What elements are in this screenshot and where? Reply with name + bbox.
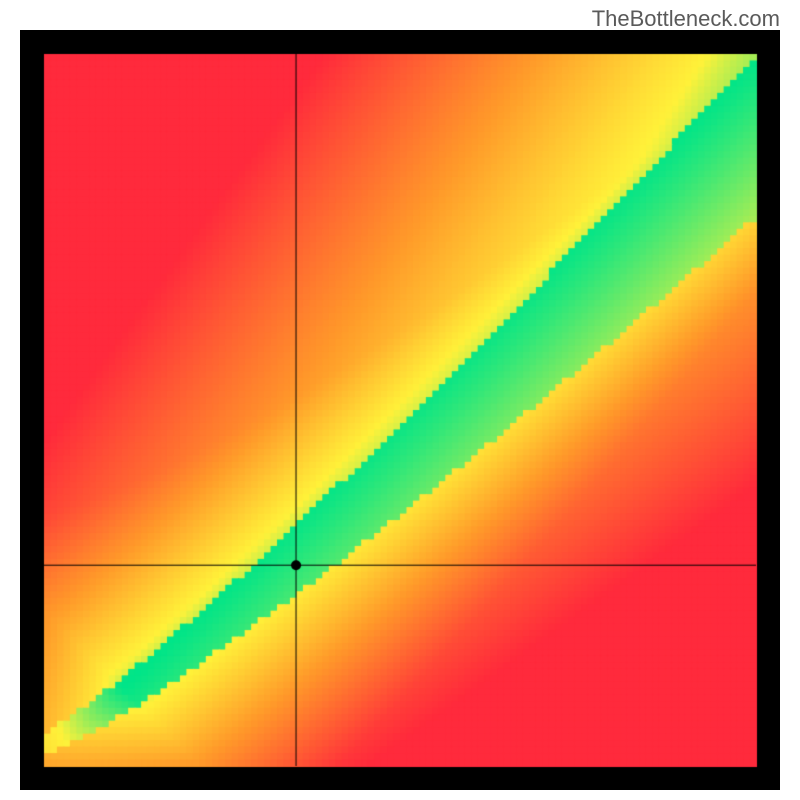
heatmap-canvas	[20, 30, 780, 790]
plot-area	[20, 30, 780, 790]
chart-container: TheBottleneck.com	[0, 0, 800, 800]
watermark: TheBottleneck.com	[592, 6, 780, 32]
